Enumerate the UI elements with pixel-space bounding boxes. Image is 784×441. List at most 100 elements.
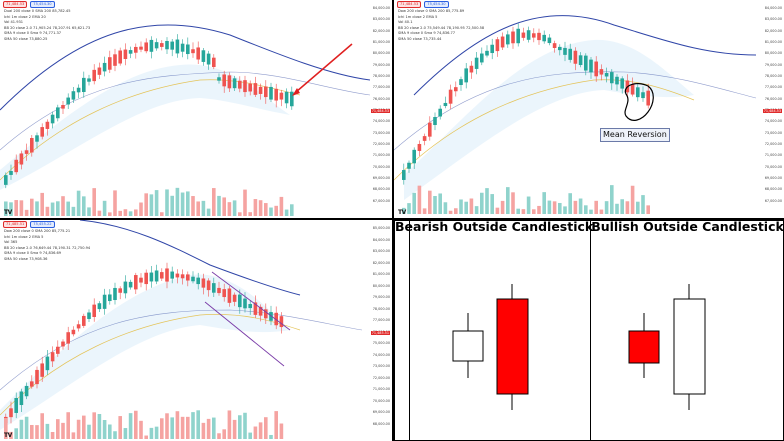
volume-bar xyxy=(417,185,422,214)
candle-body xyxy=(485,50,489,56)
candle-body xyxy=(24,150,29,154)
legend-line[interactable]: SMA 50 close 73,880.25 xyxy=(4,36,48,41)
price-tick-label: 67,000.00 xyxy=(372,198,390,203)
candle-body xyxy=(128,50,133,54)
volume-bar xyxy=(102,420,107,439)
volume-bar xyxy=(35,425,39,439)
volume-bar xyxy=(61,196,65,216)
candle-body xyxy=(160,43,164,47)
candle-body xyxy=(14,159,18,173)
legend-line[interactable]: BB 20 close 2.0 76,649.44 78,190.31 72,7… xyxy=(4,245,91,250)
legend-line[interactable]: Ichi 1m close 2 EMA 20 xyxy=(4,14,46,19)
chart-panel-top-right: 71,484.53 75,454.30 Dow 200 close 0 SMA … xyxy=(394,0,784,218)
volume-bar xyxy=(459,199,463,214)
volume-bar xyxy=(438,193,442,214)
volume-bar xyxy=(537,205,541,214)
price-tick-label: 68,000.00 xyxy=(372,187,390,192)
volume-bar xyxy=(552,201,557,214)
volume-bar xyxy=(480,192,484,214)
volume-bar xyxy=(238,212,242,216)
candle-body xyxy=(82,315,86,326)
volume-bar xyxy=(500,200,505,214)
price-tick-label: 74,000.00 xyxy=(372,352,390,357)
annotation-arrow-line xyxy=(295,43,353,93)
ask-badge[interactable]: 75,455.22 xyxy=(30,221,55,228)
volume-bar xyxy=(186,416,190,439)
legend-line[interactable]: Ichi 1m close 2 EMA 5 xyxy=(4,234,44,239)
candle-body xyxy=(160,272,164,279)
candle-body xyxy=(433,117,437,126)
chart-panel-top-left: 71,484.53 75,454.30 Dual 200 close 0 SMA… xyxy=(0,0,392,218)
price-axis[interactable]: 84,000.00 83,000.00 82,000.00 81,000.00 80,0… xyxy=(762,0,784,218)
volume-bar xyxy=(108,212,112,216)
candle-body xyxy=(238,294,242,308)
candle-body xyxy=(495,39,500,52)
legend-line[interactable]: BB 20 close 2.0 75,549.44 78,190.95 72,5… xyxy=(398,25,485,30)
volume-bars xyxy=(4,187,294,216)
legend-line[interactable]: SMA 9 close 0 Sma 9 74,836.77 xyxy=(398,31,456,36)
volume-bar xyxy=(45,206,50,216)
candle-body xyxy=(154,42,159,49)
legend-line[interactable]: SMA 9 close 0 Sma 9 74,771.37 xyxy=(4,31,62,36)
volume-bar xyxy=(102,200,107,216)
ask-badge[interactable]: 75,454.30 xyxy=(424,1,449,8)
legend-line[interactable]: BB 20 close 2.0 71,905.24 78,207.91 65,6… xyxy=(4,25,91,30)
volume-bar xyxy=(128,413,133,439)
candle-body xyxy=(186,274,190,281)
candle-body xyxy=(191,276,195,282)
legend-line[interactable]: SMA 9 close 0 Sma 9 74,836.69 xyxy=(4,251,62,256)
candle-body xyxy=(500,36,505,48)
volume-bar xyxy=(180,416,185,439)
price-axis[interactable]: 85,000.00 84,000.00 83,000.00 82,000.00 81,0… xyxy=(370,220,392,441)
volume-bar xyxy=(238,415,242,439)
volume-bar xyxy=(636,201,640,214)
bullish-title: Bullish Outside Candlestick xyxy=(591,220,784,234)
volume-bar xyxy=(558,202,562,214)
candle-body xyxy=(56,346,60,354)
legend-line[interactable]: Vol 41.931 xyxy=(4,20,24,25)
candle-body xyxy=(615,76,619,85)
candle-body xyxy=(490,44,494,54)
legend-line[interactable]: Vol 365 xyxy=(4,240,18,245)
legend-line[interactable]: Ichi 1m close 2 EMA 5 xyxy=(398,14,438,19)
candle-body xyxy=(620,78,624,89)
ask-badge[interactable]: 75,454.30 xyxy=(30,1,55,8)
candle-body xyxy=(92,304,96,317)
candle-body xyxy=(258,86,263,94)
legend-line[interactable]: Dual 200 close 0 SMA 200 85,782.45 xyxy=(4,9,71,13)
candle-body xyxy=(636,87,640,98)
price-tick-label: 73,000.00 xyxy=(372,130,390,135)
legend-line[interactable]: Dow 200 close 0 SMA 200 85,775.89 xyxy=(398,9,465,13)
price-tick-label: 73,000.00 xyxy=(764,130,782,135)
candle-body xyxy=(243,298,247,309)
bid-badge[interactable]: 71,484.53 xyxy=(3,1,28,8)
price-tick-label: 75,000.00 xyxy=(372,341,390,345)
price-tick-label: 67,000.00 xyxy=(764,198,782,203)
candle-body xyxy=(599,69,604,75)
outside-candlestick-illustration: Bearish Outside Candlestick Bullish Outs… xyxy=(394,220,784,441)
price-tick-label: 68,000.00 xyxy=(372,421,390,426)
volume-bar xyxy=(433,196,437,214)
bid-badge[interactable]: 71,485.51 xyxy=(3,221,28,228)
volume-bar xyxy=(71,432,76,439)
legend-line[interactable]: Vol 40.1 xyxy=(398,20,413,25)
volume-bar xyxy=(454,208,458,214)
volume-bar xyxy=(50,202,55,216)
channel-upper-line xyxy=(211,271,291,331)
volume-bar xyxy=(170,417,174,439)
candle-body xyxy=(279,316,284,328)
legend-line[interactable]: SMA 50 close 73,908.36 xyxy=(4,256,48,261)
volume-bar xyxy=(212,188,216,216)
volume-bar xyxy=(232,419,237,439)
legend-line[interactable]: SMA 50 close 73,735.44 xyxy=(398,36,442,41)
price-tick-label: 70,000.00 xyxy=(764,164,782,169)
volume-bar xyxy=(610,185,614,214)
candle-body xyxy=(201,50,206,62)
price-axis[interactable]: 84,000.00 83,000.00 82,000.00 81,000.00 80,0… xyxy=(370,0,392,218)
volume-bar xyxy=(19,200,24,216)
legend-line[interactable]: Dow 200 close 0 SMA 200 85,775.21 xyxy=(4,229,71,233)
candle-body xyxy=(542,34,546,42)
candle-body xyxy=(264,309,268,319)
bid-badge[interactable]: 71,484.53 xyxy=(397,1,422,8)
volume-bar xyxy=(40,192,44,216)
